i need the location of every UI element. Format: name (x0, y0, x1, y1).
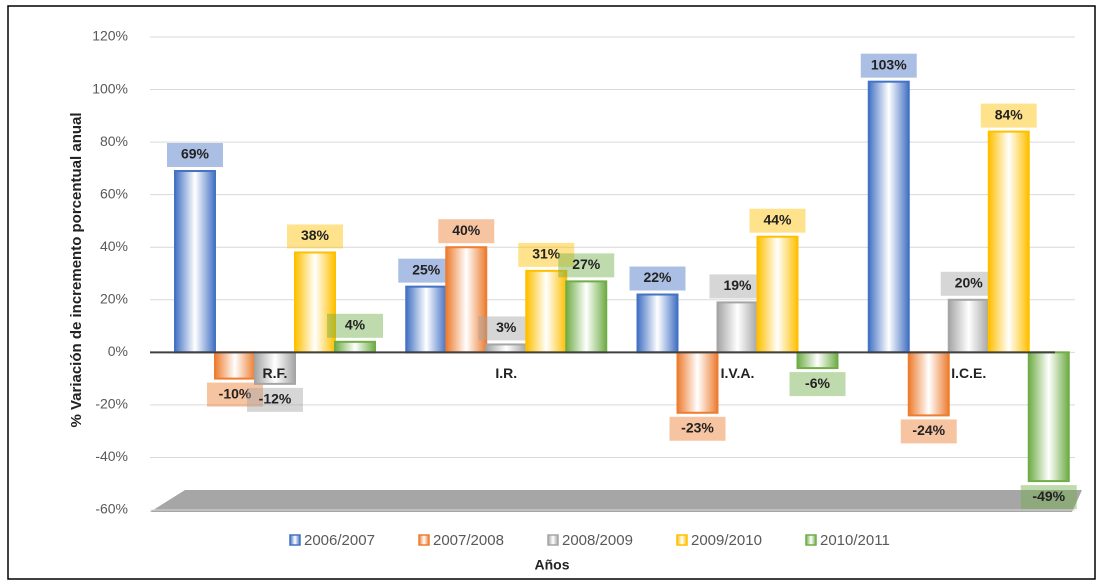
value-label-box (860, 53, 917, 78)
value-label-box (749, 208, 806, 233)
value-label: 84% (995, 106, 1024, 122)
legend-label: 2006/2007 (304, 532, 375, 549)
value-label: 27% (572, 256, 601, 272)
x-tick-label: I.V.A. (721, 365, 755, 381)
bar (334, 340, 376, 354)
bar (485, 343, 528, 354)
value-label-box (327, 313, 383, 338)
value-label-box (980, 103, 1037, 128)
value-label: 19% (723, 277, 752, 293)
value-label: 31% (532, 246, 561, 262)
value-label: 44% (763, 211, 792, 227)
x-axis-title: Años (535, 557, 570, 573)
value-label-box (709, 274, 766, 299)
x-tick-label: R.F. (263, 365, 288, 381)
y-tick-label: -20% (95, 396, 128, 412)
value-label-box (167, 143, 223, 168)
y-axis-title: % Variación de incremento porcentual anu… (68, 112, 85, 427)
value-label: -6% (805, 375, 830, 391)
legend-swatch (676, 534, 688, 546)
legend-swatch (289, 534, 301, 546)
legend-label: 2007/2008 (433, 532, 504, 549)
y-tick-label: 120% (92, 28, 128, 44)
bar (254, 351, 296, 385)
value-label: 103% (871, 56, 907, 72)
bar (907, 351, 950, 417)
value-label: 20% (955, 274, 984, 290)
x-tick-label: I.R. (495, 365, 517, 381)
bar (1027, 351, 1070, 483)
bar (947, 298, 990, 354)
value-label: -23% (681, 419, 714, 435)
bar (525, 269, 568, 354)
value-label-box (287, 224, 343, 249)
value-label: 40% (452, 222, 481, 238)
value-label: -10% (219, 385, 252, 401)
y-tick-label: -40% (95, 448, 128, 464)
value-label-box (518, 242, 575, 267)
bar (756, 235, 799, 354)
value-label: 4% (345, 317, 366, 333)
y-tick-label: 40% (100, 238, 128, 254)
value-label-box (478, 316, 535, 341)
y-tick-label: 60% (100, 185, 128, 201)
value-label: 25% (412, 261, 441, 277)
value-label-box (1020, 485, 1077, 510)
y-tick-label: -60% (95, 501, 128, 517)
value-label-box (900, 419, 957, 444)
value-label-box (438, 219, 495, 244)
value-label-box (207, 382, 263, 407)
value-label-box (669, 416, 726, 441)
y-tick-label: 0% (108, 343, 128, 359)
legend-swatch (547, 534, 559, 546)
value-label-box (247, 387, 303, 412)
value-label-box (789, 372, 846, 397)
y-tick-label: 100% (92, 80, 128, 96)
bar (214, 351, 256, 380)
value-label-box (629, 266, 686, 291)
bar (405, 285, 448, 354)
legend-label: 2009/2010 (691, 532, 762, 549)
legend-label: 2008/2009 (562, 532, 633, 549)
bar (636, 293, 679, 354)
value-label-box (940, 271, 997, 296)
floor (150, 490, 1082, 512)
y-tick-label: 80% (100, 133, 128, 149)
bar (867, 80, 910, 354)
legend-swatch (418, 534, 430, 546)
bar (174, 170, 216, 354)
bar (565, 280, 608, 354)
y-tick-label: 20% (100, 290, 128, 306)
value-label: -49% (1032, 488, 1065, 504)
value-label: -12% (259, 391, 292, 407)
value-label: -24% (912, 422, 945, 438)
bar (987, 130, 1030, 354)
legend-swatch (805, 534, 817, 546)
value-label: 38% (301, 227, 330, 243)
value-label: 3% (496, 319, 517, 335)
value-label: 22% (643, 269, 672, 285)
value-label-box (398, 258, 455, 283)
legend-label: 2010/2011 (820, 532, 890, 549)
value-label: 69% (181, 146, 210, 162)
value-label-box (558, 253, 615, 278)
bar (676, 351, 719, 414)
bar (716, 301, 759, 354)
bar (796, 351, 839, 370)
x-tick-label: I.C.E. (951, 365, 986, 381)
